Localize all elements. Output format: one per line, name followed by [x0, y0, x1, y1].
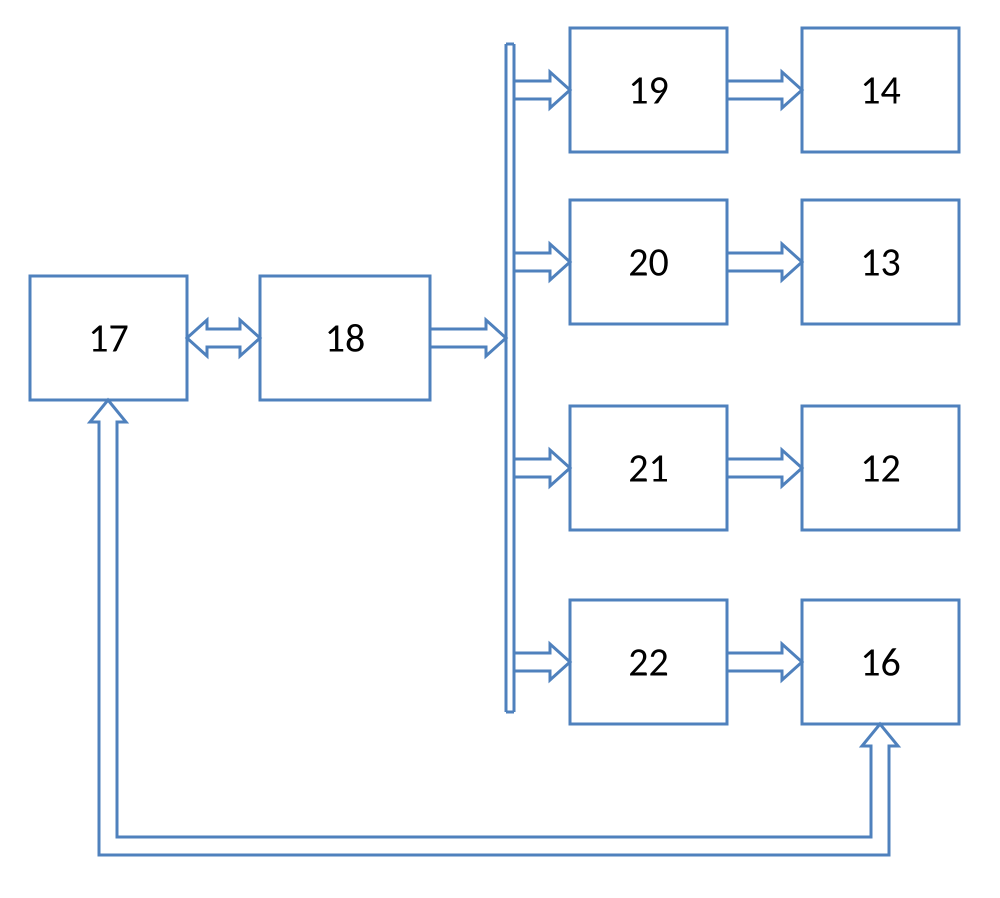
- node-label-n12: 12: [860, 444, 901, 493]
- node-n13: 13: [802, 200, 959, 324]
- bus: [506, 44, 514, 712]
- arrow-0: [187, 320, 260, 356]
- node-label-n19: 19: [628, 66, 669, 115]
- arrow-9: [727, 644, 802, 680]
- node-label-n17: 17: [88, 314, 129, 363]
- node-n14: 14: [802, 28, 959, 152]
- node-label-n18: 18: [325, 314, 366, 363]
- arrow-1: [430, 320, 506, 356]
- arrow-7: [727, 244, 802, 280]
- arrow-2: [514, 72, 570, 108]
- arrow-5: [514, 644, 570, 680]
- node-n19: 19: [570, 28, 727, 152]
- arrow-6: [727, 72, 802, 108]
- node-label-n14: 14: [860, 66, 901, 115]
- node-label-n13: 13: [860, 238, 901, 287]
- node-n20: 20: [570, 200, 727, 324]
- node-n12: 12: [802, 406, 959, 530]
- node-label-n21: 21: [628, 444, 669, 493]
- node-label-n22: 22: [628, 638, 669, 687]
- node-label-n16: 16: [860, 638, 901, 687]
- arrow-4: [514, 450, 570, 486]
- node-label-n20: 20: [628, 238, 669, 287]
- node-n16: 16: [802, 600, 959, 724]
- arrow-3: [514, 244, 570, 280]
- node-n22: 22: [570, 600, 727, 724]
- arrow-8: [727, 450, 802, 486]
- node-n17: 17: [30, 276, 187, 400]
- node-n18: 18: [260, 276, 430, 400]
- node-n21: 21: [570, 406, 727, 530]
